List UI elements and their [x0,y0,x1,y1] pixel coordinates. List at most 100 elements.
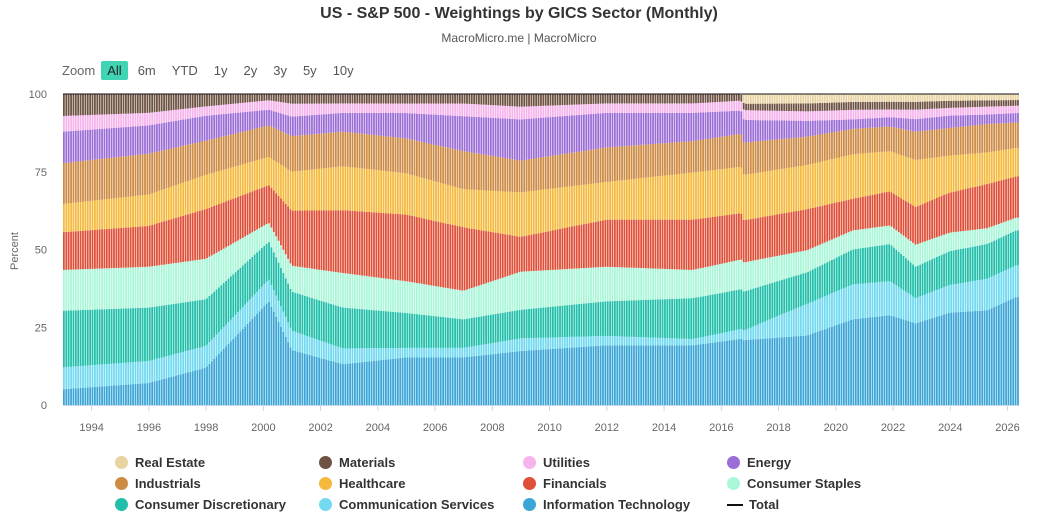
bar-segment [489,105,492,118]
bar-segment [862,153,864,197]
bar-segment [702,218,705,268]
bar-segment [435,357,437,405]
bar-segment [120,156,123,198]
bar-segment [413,140,416,176]
bar-segment [983,94,986,101]
bar-segment [332,271,335,305]
bar-segment [645,144,647,178]
bar-segment [179,262,182,303]
bar-segment [141,195,144,227]
zoom-3y-button[interactable]: 3y [273,62,287,78]
bar-segment [282,311,285,332]
bar-segment [327,271,330,304]
bar-segment [547,231,549,271]
legend-item-utilities[interactable]: Utilities [523,455,590,470]
legend-item-materials[interactable]: Materials [319,455,395,470]
bar-segment [587,150,590,185]
bar-segment [716,333,719,343]
legend-item-total[interactable]: Total [727,497,779,512]
bar-segment [432,357,435,405]
legend-item-financials[interactable]: Financials [523,476,607,491]
bar-segment [983,106,986,115]
bar-segment [346,308,349,349]
legend-item-consumer-staples[interactable]: Consumer Staples [727,476,861,491]
zoom-2y-button[interactable]: 2y [243,62,258,78]
bar-segment [988,227,991,243]
bar-segment [642,345,645,405]
bar-segment [974,94,976,101]
legend-item-consumer-discretionary[interactable]: Consumer Discretionary [115,497,286,512]
bar-segment [790,211,793,254]
bar-segment [933,129,936,158]
bar-segment [198,116,201,142]
bar-segment [167,110,170,122]
bar-segment [98,199,101,230]
bar-segment [995,123,998,151]
bar-segment [797,166,800,211]
bar-segment [664,175,666,220]
legend-item-information-technology[interactable]: Information Technology [523,497,690,512]
bar-segment [447,103,449,116]
legend-item-healthcare[interactable]: Healthcare [319,476,405,491]
zoom-ytd-button[interactable]: YTD [171,62,198,78]
bar-segment [571,268,573,305]
bar-segment [671,298,674,339]
x-tick-label: 2006 [423,422,447,434]
zoom-10y-button[interactable]: 10y [332,62,354,78]
zoom-1y-button[interactable]: 1y [213,62,228,78]
bar-segment [761,120,764,141]
zoom-5y-button[interactable]: 5y [302,62,317,78]
bar-segment [831,326,833,405]
zoom-6m-button[interactable]: 6m [137,62,156,78]
bar-segment [797,251,800,275]
bar-segment [962,94,965,101]
bar-segment [179,183,182,217]
bar-segment [1005,123,1007,150]
bar-segment [807,271,809,304]
bar-segment [506,191,509,235]
bar-segment [289,94,292,104]
bar-segment [924,262,926,295]
bar-segment [757,110,759,121]
bar-segment [821,297,824,331]
bar-segment [1007,300,1010,405]
bar-segment [91,159,94,201]
bar-segment [215,114,218,139]
bar-segment [764,120,767,141]
bar-segment [692,345,695,405]
bar-segment [229,319,232,342]
zoom-all-button[interactable]: All [101,60,128,80]
bar-segment [473,346,476,357]
bar-segment [988,183,991,228]
bar-segment [842,119,845,131]
legend-item-industrials[interactable]: Industrials [115,476,201,491]
bar-segment [902,101,905,110]
bar-segment [442,115,445,147]
legend-item-communication-services[interactable]: Communication Services [319,497,494,512]
bar-segment [129,196,132,228]
bar-segment [444,223,447,288]
bar-segment [237,132,239,166]
legend-item-energy[interactable]: Energy [727,455,791,470]
bar-segment [342,364,344,405]
legend-item-real-estate[interactable]: Real Estate [115,455,205,470]
bar-segment [294,103,297,117]
bar-segment [94,309,96,365]
bar-segment [320,341,323,359]
bar-segment [594,149,597,184]
bar-segment [921,101,924,110]
bar-segment [156,151,158,192]
bar-segment [563,94,566,106]
bar-segment [838,157,840,202]
bar-segment [747,110,750,120]
bar-segment [132,267,134,309]
bar-segment [819,134,821,162]
bar-segment [709,170,712,218]
bar-segment [368,309,371,349]
bar-segment [988,123,991,153]
bar-segment [683,141,685,174]
bar-segment [194,212,196,261]
bar-segment [98,94,101,115]
bar-segment [835,291,838,325]
bar-segment [540,189,542,233]
